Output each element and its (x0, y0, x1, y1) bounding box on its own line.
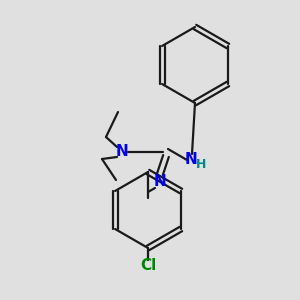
Text: H: H (196, 158, 206, 172)
Text: Cl: Cl (140, 259, 156, 274)
Text: N: N (184, 152, 197, 167)
Text: N: N (116, 145, 128, 160)
Text: N: N (154, 175, 166, 190)
